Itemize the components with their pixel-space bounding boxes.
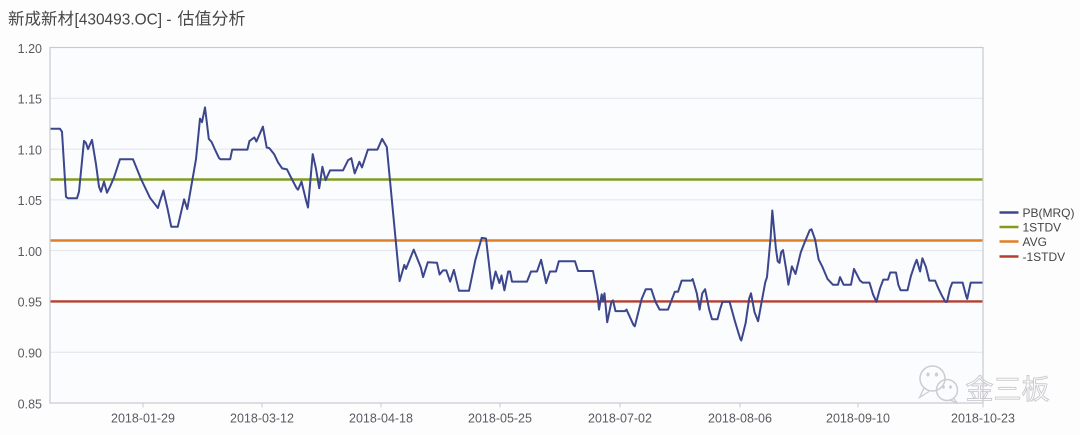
svg-text:2018-07-02: 2018-07-02 [588, 412, 652, 426]
svg-text:AVG: AVG [1023, 235, 1047, 249]
svg-text:1.15: 1.15 [18, 93, 42, 107]
svg-text:2018-01-29: 2018-01-29 [111, 412, 175, 426]
svg-text:-1STDV: -1STDV [1023, 250, 1066, 264]
svg-text:2018-10-23: 2018-10-23 [951, 412, 1015, 426]
svg-text:1STDV: 1STDV [1023, 220, 1062, 234]
svg-text:[430493.OC] -: [430493.OC] - [75, 12, 172, 29]
svg-text:2018-04-18: 2018-04-18 [349, 412, 413, 426]
svg-text:1.20: 1.20 [18, 42, 42, 56]
svg-text:1.10: 1.10 [18, 143, 42, 157]
svg-text:0.90: 0.90 [18, 347, 42, 361]
svg-text:2018-09-10: 2018-09-10 [826, 412, 890, 426]
svg-text:1.05: 1.05 [18, 194, 42, 208]
svg-text:2018-08-06: 2018-08-06 [708, 412, 772, 426]
svg-text:1.00: 1.00 [18, 245, 42, 259]
svg-text:2018-03-12: 2018-03-12 [230, 412, 294, 426]
svg-text:0.95: 0.95 [18, 296, 42, 310]
svg-text:0.85: 0.85 [18, 397, 42, 411]
svg-text:PB(MRQ): PB(MRQ) [1023, 206, 1075, 220]
svg-text:2018-05-25: 2018-05-25 [468, 412, 532, 426]
